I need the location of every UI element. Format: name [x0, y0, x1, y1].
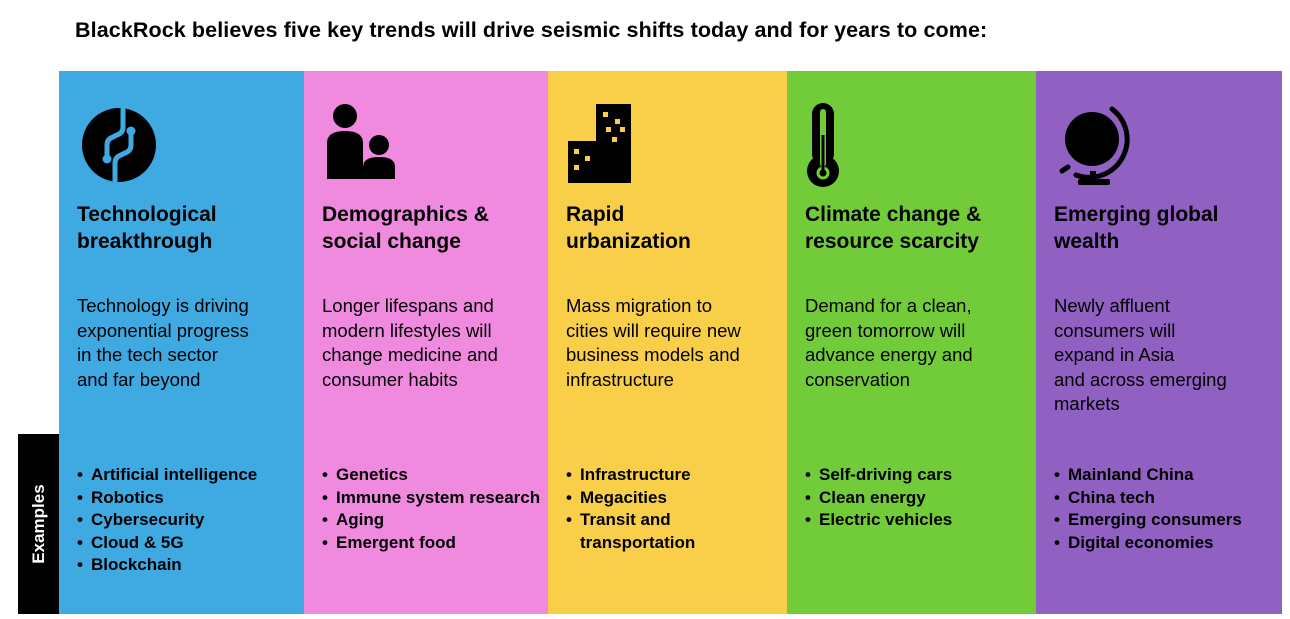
list-item: Emerging consumers	[1054, 509, 1278, 532]
list-item: Clean energy	[805, 487, 1032, 510]
list-item: Cloud & 5G	[77, 532, 300, 555]
globe-icon	[1054, 101, 1144, 191]
list-item: Infrastructure	[566, 464, 783, 487]
list-item: Blockchain	[77, 554, 300, 577]
list-item: Emergent food	[322, 532, 544, 555]
list-item: Mainland China	[1054, 464, 1278, 487]
examples-list: Genetics Immune system research Aging Em…	[322, 464, 544, 554]
list-item: Self-driving cars	[805, 464, 1032, 487]
list-item: Aging	[322, 509, 544, 532]
examples-list: Self-driving cars Clean energy Electric …	[805, 464, 1032, 532]
buildings-icon	[566, 101, 656, 191]
list-item: Genetics	[322, 464, 544, 487]
list-item: Electric vehicles	[805, 509, 1032, 532]
thermometer-icon	[805, 101, 895, 191]
examples-label: Examples	[28, 484, 48, 564]
trend-column-wealth: Emerging global wealth Newly affluent co…	[1036, 71, 1282, 614]
examples-list: Infrastructure Megacities Transit and tr…	[566, 464, 783, 554]
list-item: China tech	[1054, 487, 1278, 510]
people-icon	[322, 101, 412, 191]
circuit-globe-icon	[77, 101, 167, 191]
trend-column-climate: Climate change & resource scarcity Deman…	[787, 71, 1036, 614]
list-item: Transit and transportation	[566, 509, 783, 554]
examples-tab: Examples	[18, 434, 59, 614]
trend-description: Mass migration to cities will require ne…	[566, 295, 741, 390]
list-item: Robotics	[77, 487, 300, 510]
trend-description: Technology is driving exponential progre…	[77, 295, 249, 390]
list-item: Artificial intelligence	[77, 464, 300, 487]
examples-list: Mainland China China tech Emerging consu…	[1054, 464, 1278, 554]
headline: BlackRock believes five key trends will …	[75, 18, 988, 42]
list-item: Immune system research	[322, 487, 544, 510]
trend-title: Climate change & resource scarcity	[805, 203, 982, 253]
trend-title: Rapid urbanization	[566, 203, 691, 253]
trend-title: Emerging global wealth	[1054, 203, 1219, 253]
list-item: Cybersecurity	[77, 509, 300, 532]
trend-column-technology: Technological breakthrough Technology is…	[59, 71, 304, 614]
trend-description: Longer lifespans and modern lifestyles w…	[322, 295, 498, 390]
trend-description: Demand for a clean, green tomorrow will …	[805, 295, 973, 390]
trend-description: Newly affluent consumers will expand in …	[1054, 295, 1227, 414]
examples-list: Artificial intelligence Robotics Cyberse…	[77, 464, 300, 577]
trend-title: Demographics & social change	[322, 203, 489, 253]
trend-column-urbanization: Rapid urbanization Mass migration to cit…	[548, 71, 787, 614]
trend-column-demographics: Demographics & social change Longer life…	[304, 71, 548, 614]
trend-title: Technological breakthrough	[77, 203, 217, 253]
list-item: Digital economies	[1054, 532, 1278, 555]
list-item: Megacities	[566, 487, 783, 510]
